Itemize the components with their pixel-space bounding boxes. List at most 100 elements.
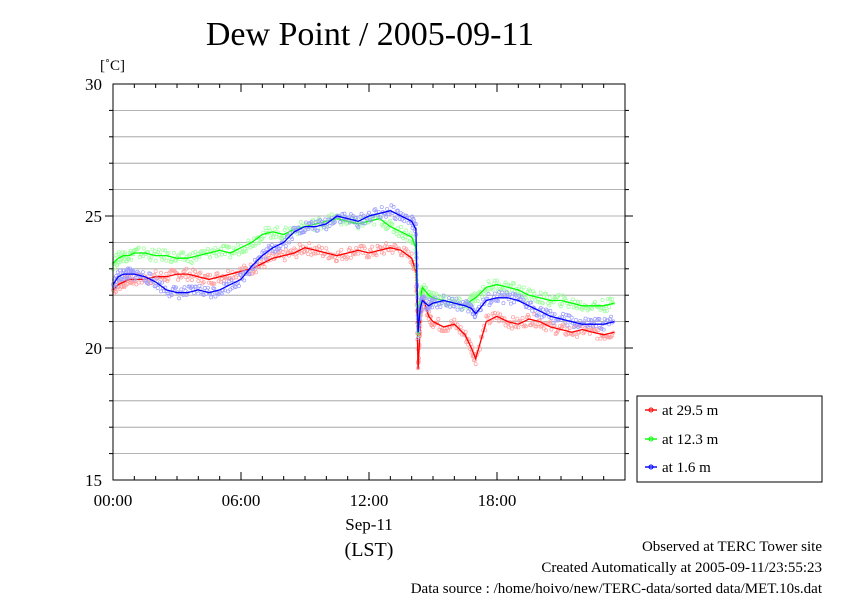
data-point-scatter [161, 248, 166, 253]
data-point-scatter [171, 268, 176, 273]
data-point-scatter [317, 218, 322, 222]
data-point-scatter [486, 279, 491, 284]
series-scatter [111, 241, 616, 371]
data-point-scatter [284, 234, 289, 239]
data-point-scatter [242, 263, 247, 268]
data-point-scatter [181, 250, 186, 255]
y-axis: 15 20 25 30 [85, 75, 633, 490]
data-point-scatter [573, 318, 578, 322]
plot-frame [112, 83, 626, 481]
legend-swatch-marker [648, 436, 654, 442]
data-point-scatter [530, 321, 535, 326]
data-point-scatter [166, 291, 171, 296]
data-point-scatter [583, 325, 588, 330]
data-point-scatter [521, 285, 526, 290]
data-point-scatter [459, 307, 464, 312]
data-point-scatter [473, 312, 478, 317]
data-point-scatter [141, 246, 146, 251]
data-point-scatter [465, 299, 470, 304]
data-point-scatter [497, 319, 502, 324]
data-point-scatter [242, 278, 247, 283]
data-point-scatter [162, 289, 167, 294]
series-line [112, 217, 615, 335]
data-point-scatter [271, 251, 275, 256]
data-point-scatter [127, 275, 132, 280]
data-point-scatter [119, 277, 123, 282]
data-point-scatter [189, 261, 194, 265]
data-point-scatter [389, 245, 394, 250]
data-point-scatter [450, 297, 455, 301]
data-point-scatter [191, 267, 195, 272]
grid-lines [113, 110, 625, 455]
data-point-scatter [598, 325, 603, 330]
data-point-scatter [587, 331, 592, 336]
data-point-scatter [600, 298, 605, 302]
data-point-scatter [449, 319, 454, 324]
data-point-scatter [144, 278, 149, 283]
data-point-scatter [544, 328, 549, 333]
data-point-scatter [278, 235, 283, 240]
data-point-scatter [403, 235, 408, 240]
data-point-scatter [288, 231, 293, 236]
data-point-scatter [503, 323, 508, 328]
data-point-scatter [594, 324, 599, 329]
legend: at 29.5 m at 12.3 m at 1.6 m [636, 395, 823, 483]
data-point-scatter [294, 255, 299, 260]
data-point-scatter [400, 253, 405, 258]
data-point-scatter [365, 254, 370, 259]
data-point-scatter [602, 317, 607, 322]
data-point-scatter [433, 296, 438, 300]
data-point-scatter [159, 270, 163, 275]
data-point-scatter [553, 332, 558, 336]
series-line [112, 210, 615, 333]
data-point-scatter [191, 251, 195, 256]
data-point-scatter [351, 252, 355, 257]
data-point-scatter [303, 228, 307, 233]
data-point-scatter [525, 289, 530, 294]
data-point-scatter [132, 248, 137, 253]
data-point-scatter [500, 286, 505, 291]
data-point-scatter [285, 233, 290, 238]
data-point-scatter [556, 292, 561, 297]
data-point-scatter [236, 284, 241, 288]
data-point-scatter [479, 290, 483, 295]
data-point-scatter [492, 291, 497, 296]
data-point-scatter [179, 287, 184, 292]
data-point-scatter [298, 219, 303, 224]
data-point-scatter [432, 291, 437, 296]
data-point-scatter [185, 277, 190, 282]
data-point-scatter [153, 283, 158, 288]
data-point-scatter [473, 362, 478, 367]
data-point-scatter [540, 301, 545, 306]
data-point-scatter [177, 296, 182, 301]
data-point-scatter [361, 213, 366, 218]
data-point-scatter [482, 292, 487, 297]
data-point-scatter [154, 276, 159, 281]
data-point-scatter [223, 252, 227, 257]
data-point-scatter [332, 219, 337, 224]
data-point-scatter [557, 302, 562, 307]
data-point-scatter [233, 285, 238, 289]
data-point-scatter [524, 315, 529, 320]
data-point-scatter [418, 309, 423, 314]
data-point-scatter [595, 318, 600, 323]
data-point-scatter [339, 247, 344, 252]
data-point-scatter [463, 333, 467, 338]
data-point-scatter [469, 303, 474, 308]
data-point-scatter [244, 248, 249, 253]
data-point-scatter [501, 301, 506, 306]
data-point-scatter [258, 239, 263, 244]
data-point-scatter [393, 217, 398, 221]
data-point-scatter [153, 269, 158, 274]
data-point-scatter [253, 263, 258, 267]
data-point-scatter [216, 279, 221, 284]
data-point-scatter [213, 246, 218, 250]
data-point-scatter [593, 300, 598, 304]
data-point-scatter [560, 302, 565, 307]
data-point-scatter [406, 249, 411, 254]
data-point-scatter [183, 274, 188, 279]
data-point-scatter [391, 204, 396, 209]
data-point-scatter [496, 311, 501, 316]
data-point-scatter [504, 288, 509, 293]
data-point-scatter [441, 293, 446, 298]
